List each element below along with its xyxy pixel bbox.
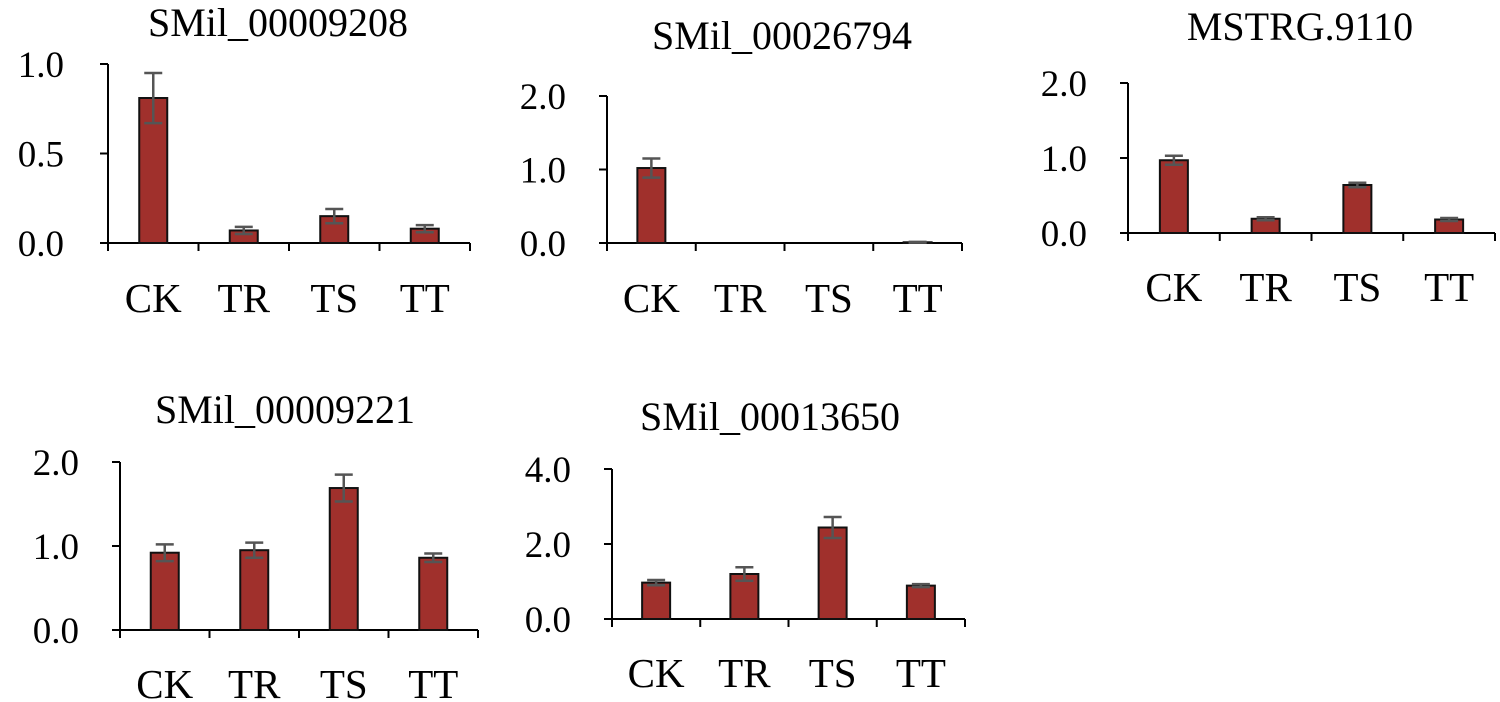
y-tick-label: 2.0 xyxy=(525,525,571,566)
chart-title: MSTRG.9110 xyxy=(1187,4,1413,49)
error-bar-tt xyxy=(908,240,927,244)
y-tick-label: 0.0 xyxy=(33,611,79,652)
x-tick-label: CK xyxy=(628,650,685,696)
error-bar-ts xyxy=(823,515,842,540)
bar-ck xyxy=(636,167,667,244)
y-tick-label: 1.0 xyxy=(18,45,64,86)
error-bar-ts xyxy=(334,473,353,503)
x-tick-label: TR xyxy=(1239,264,1292,310)
chart-panel-mstrg-9110: MSTRG.9110 0.0 1.0 2.0 CK TR TS TT xyxy=(1041,4,1496,310)
bar-tt xyxy=(905,584,936,620)
x-tick-label: CK xyxy=(623,275,680,321)
error-bar-ts xyxy=(1348,181,1367,189)
y-tick-label: 0.5 xyxy=(18,135,64,176)
y-tick-label: 0.0 xyxy=(18,224,64,265)
error-bar-tt xyxy=(911,582,930,589)
y-tick-label: 2.0 xyxy=(520,77,566,118)
y-tick-label: 1.0 xyxy=(520,151,566,192)
chart-panel-smil-00009221: SMil_00009221 0.0 1.0 2.0 CK TR TS TT xyxy=(33,387,479,702)
y-tick-label: 0.0 xyxy=(520,224,566,265)
chart-panel-smil-00013650: SMil_00013650 0.0 2.0 4.0 CK TR TS TT xyxy=(525,394,966,696)
x-tick-label: CK xyxy=(125,275,182,321)
bar-ck xyxy=(641,581,672,620)
error-bar-tr xyxy=(234,225,253,236)
error-bar-ck xyxy=(1164,154,1183,166)
y-tick-label: 1.0 xyxy=(33,527,79,568)
x-tick-label: TR xyxy=(714,275,767,321)
chart-title: SMil_00009208 xyxy=(148,0,408,45)
bar-ts xyxy=(328,487,359,632)
chart-panel-smil-00009208: SMil_00009208 0.0 0.5 1.0 CK TR TS TT xyxy=(18,0,471,321)
error-bar-ck xyxy=(144,71,163,125)
x-tick-label: TR xyxy=(218,275,271,321)
error-bar-ck xyxy=(647,578,666,587)
x-tick-label: CK xyxy=(1145,264,1202,310)
error-bar-tr xyxy=(245,541,264,560)
bar-ck xyxy=(1158,159,1189,234)
bar-ts xyxy=(817,526,848,620)
y-tick-label: 1.0 xyxy=(1041,139,1087,180)
x-tick-label: TS xyxy=(1333,264,1381,310)
x-tick-label: TS xyxy=(809,650,857,696)
error-bar-ts xyxy=(325,207,344,225)
chart-title: SMil_00009221 xyxy=(155,387,415,432)
bar-tt xyxy=(418,556,449,632)
error-bar-tt xyxy=(1440,216,1459,223)
error-bar-tr xyxy=(1256,216,1275,222)
bar-ts xyxy=(1342,184,1373,234)
bar-tr xyxy=(239,549,270,632)
chart-panel-smil-00026794: SMil_00026794 0.0 1.0 2.0 CK TR TS TT xyxy=(520,13,963,321)
y-tick-label: 0.0 xyxy=(1041,214,1087,255)
chart-title: SMil_00026794 xyxy=(652,13,912,58)
x-tick-label: TT xyxy=(400,275,450,321)
error-bar-tt xyxy=(424,552,443,564)
x-tick-label: TT xyxy=(1424,264,1474,310)
x-tick-label: TS xyxy=(310,275,358,321)
y-tick-label: 4.0 xyxy=(525,450,571,491)
x-tick-label: TS xyxy=(320,661,368,702)
error-bar-tr xyxy=(735,566,754,582)
y-tick-label: 2.0 xyxy=(1041,64,1087,105)
x-tick-label: TT xyxy=(896,650,946,696)
x-tick-label: TR xyxy=(718,650,771,696)
error-bar-ck xyxy=(155,543,174,563)
error-bar-ck xyxy=(642,157,661,179)
x-tick-label: TT xyxy=(408,661,458,702)
x-tick-label: TT xyxy=(893,275,943,321)
x-tick-label: TS xyxy=(805,275,853,321)
y-tick-label: 0.0 xyxy=(525,600,571,641)
error-bar-tt xyxy=(415,223,434,234)
x-tick-label: CK xyxy=(136,661,193,702)
chart-title: SMil_00013650 xyxy=(640,394,900,439)
x-tick-label: TR xyxy=(228,661,281,702)
bar-ck xyxy=(149,551,180,631)
y-tick-label: 2.0 xyxy=(33,443,79,484)
